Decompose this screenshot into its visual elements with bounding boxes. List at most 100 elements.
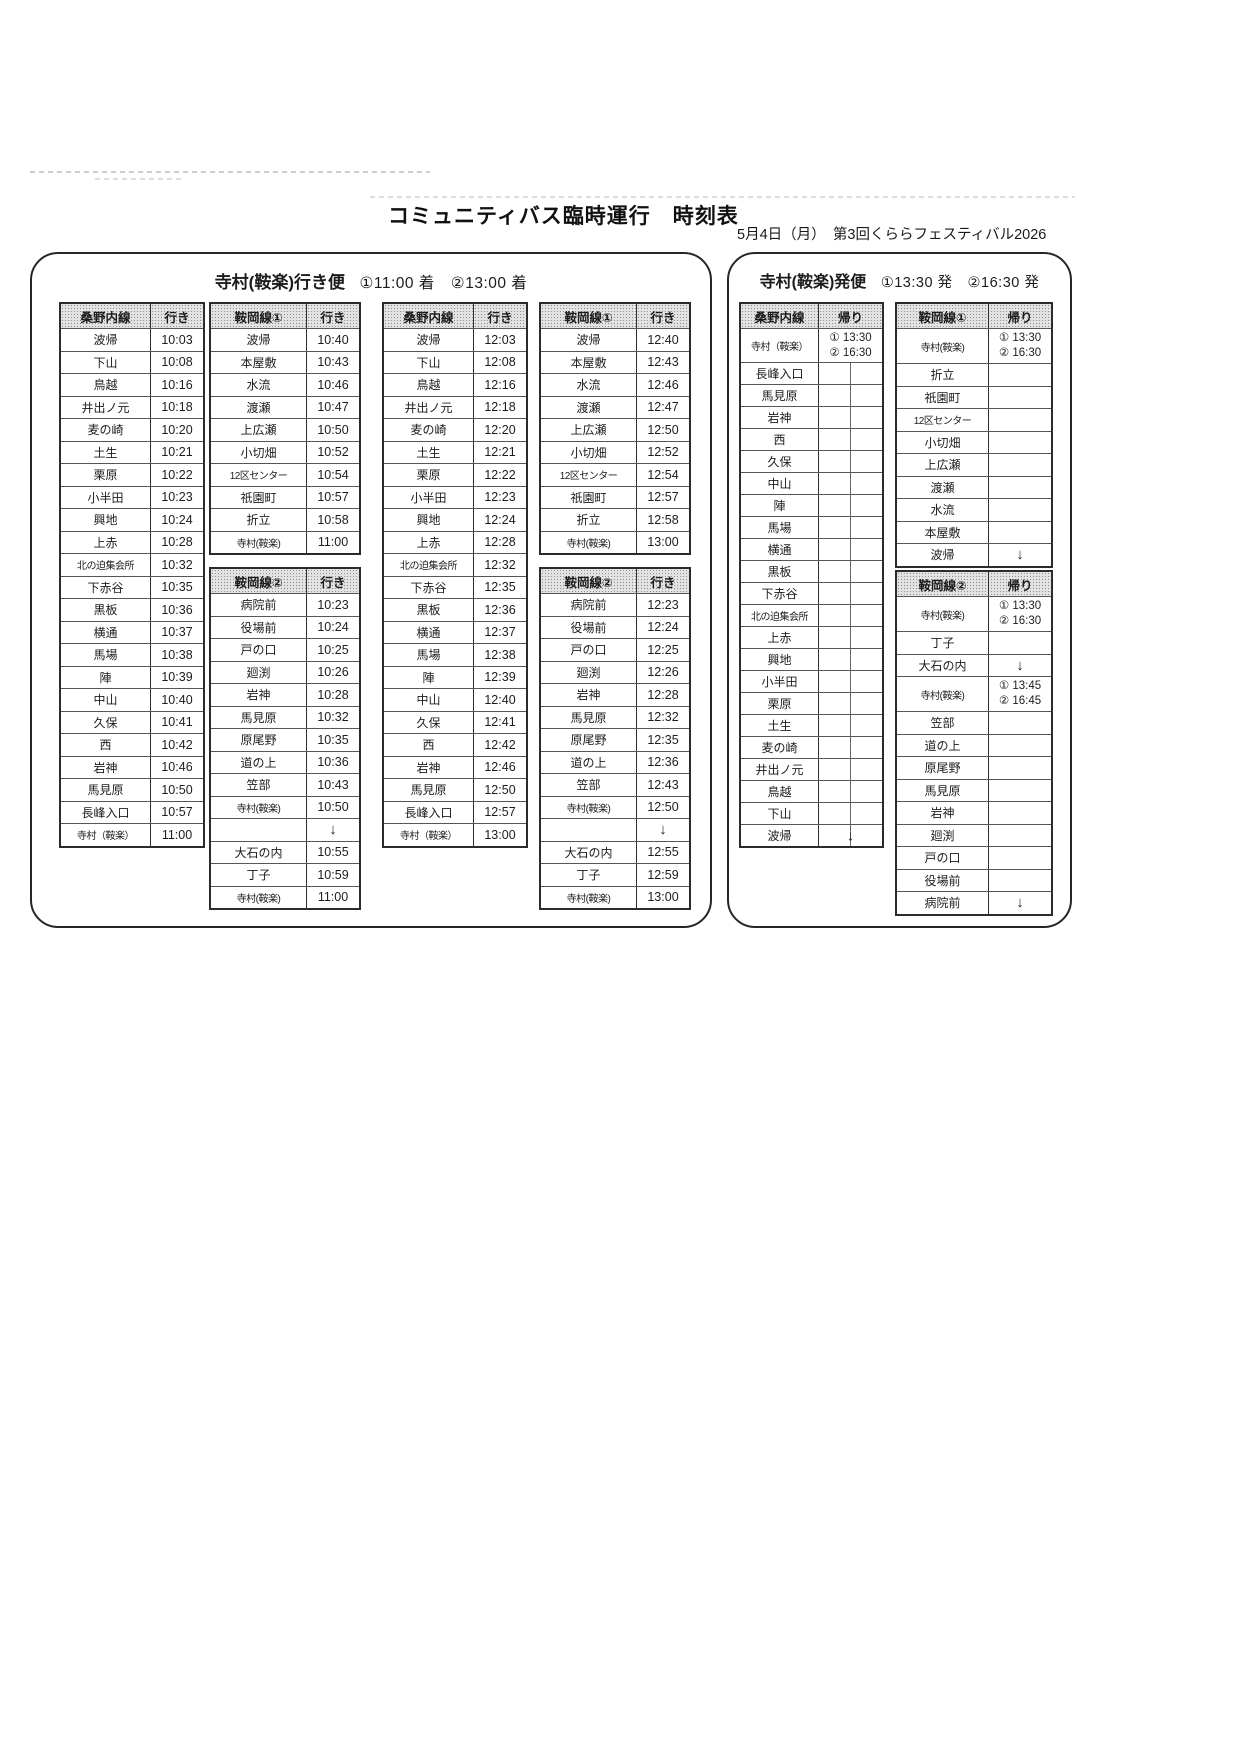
time-cell: 12:54 <box>647 467 679 482</box>
station-cell: 原尾野 <box>211 729 307 751</box>
station-cell: 波帰 <box>897 544 989 566</box>
table-row: 土生 12:21 <box>384 440 526 463</box>
scan-artifact <box>370 196 1075 198</box>
table-row: 寺村(鞍楽) ① 13:30 ② 16:30 <box>897 596 1051 631</box>
time-cell: ↓ <box>989 655 1051 677</box>
station-cell: 小切畑 <box>541 441 637 463</box>
time-subcell-second <box>850 715 882 736</box>
time-cell: 10:39 <box>161 670 193 685</box>
station-cell: 大石の内 <box>211 841 307 863</box>
time-cell: 12:25 <box>647 642 679 657</box>
station-cell: 折立 <box>897 364 989 386</box>
table-row: 病院前 10:23 <box>211 593 359 616</box>
time-cell: 10:03 <box>161 332 193 347</box>
table-header-row: 鞍岡線② 帰り <box>897 572 1051 596</box>
time-line: ① 13:30 <box>998 600 1042 613</box>
time-subcell-first <box>819 781 850 802</box>
direction-header: 行き <box>650 575 676 590</box>
table-row: 馬見原 10:32 <box>211 705 359 728</box>
time-cell: 12:21 <box>484 445 516 460</box>
table-row: 鳥越 10:16 <box>61 373 203 396</box>
station-cell: 馬見原 <box>897 779 989 801</box>
departure-box-title: 寺村(鞍楽)発便 ①13:30 発 ②16:30 発 <box>729 268 1070 292</box>
time-cell: 10:57 <box>161 805 193 820</box>
time-cell <box>819 627 882 648</box>
station-cell: 黒板 <box>741 561 819 582</box>
time-cell <box>819 737 882 758</box>
time-subcell-second <box>850 451 882 472</box>
table-row: 岩神 <box>741 406 882 428</box>
timetable-kuraoka2-trip1: 鞍岡線② 行き 病院前 10:23 役場前 10:24 戸の口 10:25 廻渕 10:26 岩神 1… <box>209 567 361 910</box>
time-cell: 10:32 <box>161 557 193 572</box>
station-cell: 井出ノ元 <box>384 396 474 418</box>
time-cell: 10:55 <box>317 845 349 860</box>
table-row: 折立 10:58 <box>211 508 359 531</box>
station-cell: 岩神 <box>897 802 989 824</box>
station-cell: 陣 <box>61 666 151 688</box>
table-row: 笠部 10:43 <box>211 773 359 796</box>
time-cell: 12:18 <box>484 400 516 415</box>
time-cell: 12:35 <box>484 580 516 595</box>
station-cell: 馬見原 <box>61 779 151 801</box>
station-cell: 道の上 <box>541 751 637 773</box>
time-line: ② 16:30 <box>998 347 1042 359</box>
table-header-row: 桑野内線 行き <box>61 304 203 328</box>
station-cell: 馬場 <box>61 644 151 666</box>
time-line: ② 16:30 <box>829 346 872 359</box>
table-row: 役場前 <box>897 868 1051 891</box>
table-row: 井出ノ元 10:18 <box>61 395 203 418</box>
station-cell: 岩神 <box>384 756 474 778</box>
table-row: 病院前 12:23 <box>541 593 689 616</box>
down-arrow-icon: ↓ <box>1016 546 1024 564</box>
table-row: 渡瀬 10:47 <box>211 395 359 418</box>
station-cell: 病院前 <box>897 892 989 914</box>
time-cell: 10:24 <box>161 512 193 527</box>
table-row: ↓ <box>541 818 689 841</box>
time-cell: 10:16 <box>161 377 193 392</box>
table-row: 寺村(鞍楽) ① 13:45 ② 16:45 <box>897 676 1051 711</box>
time-cell: ① 13:30 ② 16:30 <box>819 329 882 362</box>
down-arrow-icon: ↓ <box>846 827 855 844</box>
table-row: 上広瀬 10:50 <box>211 418 359 441</box>
station-cell: 下山 <box>741 803 819 824</box>
time-cell: 10:08 <box>161 355 193 370</box>
time-cell: 12:24 <box>647 620 679 635</box>
station-cell: 寺村（鞍楽） <box>384 824 474 846</box>
station-cell: 小半田 <box>741 671 819 692</box>
station-cell: 戸の口 <box>541 639 637 661</box>
station-cell: 岩神 <box>211 684 307 706</box>
station-cell: 本屋敷 <box>211 351 307 373</box>
table-row: 原尾野 10:35 <box>211 728 359 751</box>
departure-box-title-times: ①13:30 発 ②16:30 発 <box>880 275 1040 291</box>
table-row: 麦の崎 12:20 <box>384 418 526 441</box>
time-subcell-first <box>819 759 850 780</box>
station-cell: 興地 <box>741 649 819 670</box>
table-row: 寺村（鞍楽） 13:00 <box>384 823 526 846</box>
station-cell: 土生 <box>741 715 819 736</box>
station-cell: 寺村(鞍楽) <box>541 886 637 908</box>
table-row: 栗原 10:22 <box>61 463 203 486</box>
station-cell: 丁子 <box>541 864 637 886</box>
time-cell <box>989 847 1051 869</box>
time-cell <box>819 495 882 516</box>
table-row: 寺村(鞍楽) 13:00 <box>541 530 689 553</box>
table-row: 下山 12:08 <box>384 350 526 373</box>
table-header-row: 鞍岡線① 帰り <box>897 304 1051 328</box>
station-cell: 渡瀬 <box>541 396 637 418</box>
table-row: 馬見原 12:32 <box>541 705 689 728</box>
table-row: 水流 <box>897 498 1051 521</box>
time-cell: 12:28 <box>647 687 679 702</box>
station-cell: 12区センター <box>541 464 637 486</box>
station-cell: 岩神 <box>61 756 151 778</box>
table-row: 小切畑 12:52 <box>541 440 689 463</box>
station-cell: 鳥越 <box>384 374 474 396</box>
table-row: 12区センター <box>897 408 1051 431</box>
time-cell: 12:22 <box>484 467 516 482</box>
time-cell <box>989 712 1051 734</box>
table-row: 祇園町 <box>897 385 1051 408</box>
table-row: 12区センター 10:54 <box>211 463 359 486</box>
time-subcell-second <box>850 605 882 626</box>
direction-header: 行き <box>487 310 513 325</box>
time-line: ② 16:45 <box>998 695 1042 707</box>
scan-artifact <box>30 171 430 173</box>
